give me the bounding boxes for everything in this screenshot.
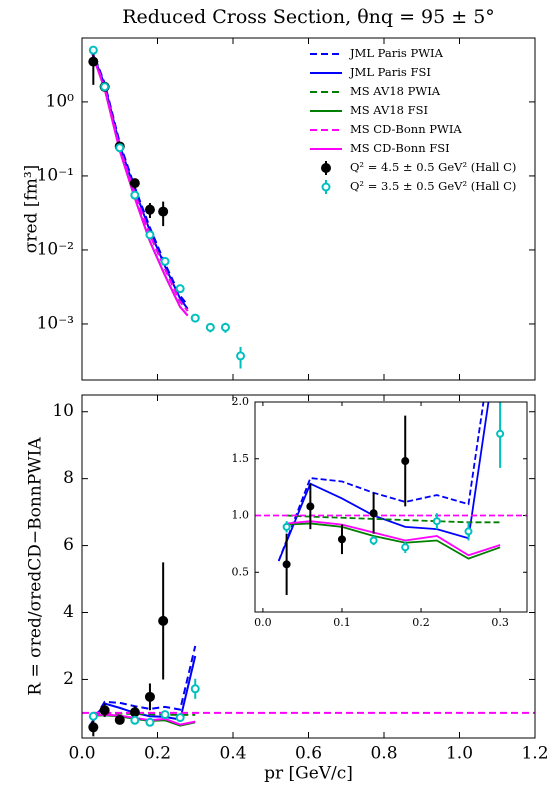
data-point [88, 711, 98, 721]
legend-label: MS AV18 PWIA [350, 84, 441, 98]
y-tick-label: 2 [63, 669, 74, 689]
data-point [175, 284, 185, 294]
x-tick-label: 0.1 [333, 616, 351, 629]
data-point [158, 206, 169, 217]
axes-frame [254, 401, 528, 613]
data-point [129, 707, 140, 718]
data-point [100, 82, 110, 92]
legend-label: MS AV18 FSI [350, 103, 428, 117]
data-point [158, 615, 169, 626]
inset-panel: 0.0 0.1 0.2 0.3 0.5 1.0 1.5 2.0 [232, 395, 528, 629]
y-axis-label: σred [fm³] [22, 165, 42, 254]
x-tick-label: 0.6 [295, 744, 322, 764]
y-tick-label: 10⁻¹ [37, 165, 74, 185]
data-point [160, 256, 170, 266]
data-point [432, 517, 441, 526]
legend-label: JML Paris PWIA [349, 46, 444, 60]
plot-area [255, 402, 527, 595]
data-point [160, 710, 170, 720]
data-point [130, 190, 140, 200]
x-tick-label: 0.4 [219, 744, 246, 764]
plot-area [82, 562, 535, 737]
legend: JML Paris PWIA JML Paris FSI MS AV18 PWIA M… [310, 46, 516, 194]
data-point [236, 351, 246, 361]
data-point [496, 429, 505, 438]
legend-swatch [321, 182, 331, 192]
data-point [282, 560, 291, 569]
axes-frame [81, 37, 536, 381]
model-curve [88, 645, 197, 727]
data-point [144, 691, 155, 702]
y-tick-label: 10⁻³ [37, 313, 74, 333]
data-point [88, 45, 98, 55]
x-tick-label: 1.0 [446, 744, 473, 764]
y-tick-label: 8 [63, 468, 74, 488]
data-point [114, 714, 125, 725]
y-tick-label: 4 [63, 602, 74, 622]
data-point [190, 313, 200, 323]
model-curve [90, 51, 189, 317]
data-point [99, 705, 110, 716]
x-axis-label: pr [GeV/c] [264, 764, 353, 784]
y-tick-label: 6 [63, 535, 74, 555]
data-point [464, 527, 473, 536]
x-tick-label: 0.0 [68, 744, 95, 764]
data-point [145, 717, 155, 727]
data-point [401, 457, 410, 466]
model-curve [286, 514, 501, 524]
model-curve [286, 520, 501, 557]
data-point [88, 56, 99, 67]
model-curve [93, 713, 196, 726]
x-tick-label: 1.2 [521, 744, 548, 764]
model-curve [277, 402, 485, 562]
y-tick-label: 1.5 [232, 452, 250, 465]
data-point [306, 502, 315, 511]
legend-label: MS CD-Bonn PWIA [350, 122, 462, 136]
chart-title: Reduced Cross Section, θnq = 95 ± 5° [122, 6, 495, 28]
x-tick-label: 0.3 [491, 616, 509, 629]
legend-label: MS CD-Bonn FSI [350, 141, 450, 155]
data-point [175, 713, 185, 723]
y-tick-label: 0.5 [232, 565, 250, 578]
legend-swatch [321, 163, 331, 173]
data-point [369, 509, 378, 518]
y-tick-label: 1.0 [232, 509, 250, 522]
y-tick-label: 10 [52, 401, 74, 421]
data-point [369, 536, 378, 545]
plot-area [88, 45, 246, 369]
legend-label: Q² = 4.5 ± 0.5 GeV² (Hall C) [350, 160, 516, 174]
legend-label: JML Paris FSI [349, 65, 431, 79]
axes-frame [81, 394, 536, 739]
data-point [205, 322, 215, 332]
x-tick-label: 0.2 [144, 744, 171, 764]
data-point [145, 230, 155, 240]
data-point [337, 535, 346, 544]
plot-background [82, 38, 535, 380]
data-point [144, 204, 155, 215]
x-tick-label: 0.2 [412, 616, 430, 629]
x-tick-label: 0.0 [254, 616, 272, 629]
data-point [115, 143, 125, 153]
model-curve [286, 522, 501, 560]
data-point [220, 322, 230, 332]
panel: 10⁰ 10⁻¹ 10⁻² 10⁻³ [37, 37, 536, 381]
model-curve [277, 402, 490, 562]
legend-label: Q² = 3.5 ± 0.5 GeV² (Hall C) [350, 179, 516, 193]
data-point [88, 722, 99, 733]
y-tick-label: 10⁰ [46, 91, 75, 111]
data-point [282, 522, 291, 531]
data-point [129, 178, 140, 189]
y-tick-label: 2.0 [232, 395, 250, 408]
y-tick-label: 10⁻² [37, 239, 74, 259]
plot-background [255, 402, 527, 612]
data-point [130, 715, 140, 725]
y-axis-label: R = σred/σredCD−BonnPWIA [26, 437, 46, 696]
data-point [401, 543, 410, 552]
x-tick-label: 0.8 [370, 744, 397, 764]
data-point [190, 684, 200, 694]
